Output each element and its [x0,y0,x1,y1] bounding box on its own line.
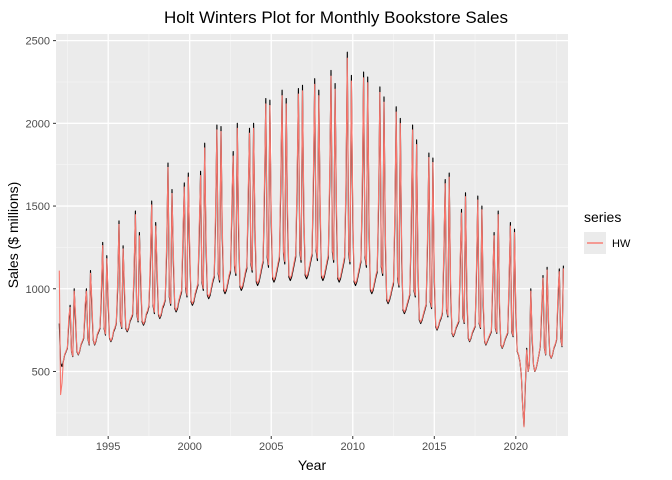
legend: series HW [584,209,631,254]
y-tick-label: 1500 [26,201,50,213]
x-axis-title: Year [298,457,327,473]
x-tick-label: 2015 [422,441,446,453]
x-axis: 1995 2000 2005 2010 2015 2020 [96,436,528,453]
x-tick-label: 2010 [341,441,365,453]
series-line-hw [58,57,564,428]
legend-title: series [584,209,621,225]
y-tick-label: 2500 [26,36,50,48]
x-tick-label: 2000 [177,441,201,453]
y-tick-label: 1000 [26,284,50,296]
legend-label-hw: HW [612,238,631,250]
y-tick-label: 2000 [26,118,50,130]
x-tick-label: 2005 [259,441,283,453]
y-tick-label: 500 [32,366,50,378]
chart-title: Holt Winters Plot for Monthly Bookstore … [164,8,508,27]
y-axis-title: Sales ($ millions) [5,182,21,289]
x-tick-label: 1995 [96,441,120,453]
y-axis: 500 1000 1500 2000 2500 [26,36,56,378]
x-tick-label: 2020 [504,441,528,453]
series-lines [58,51,564,428]
